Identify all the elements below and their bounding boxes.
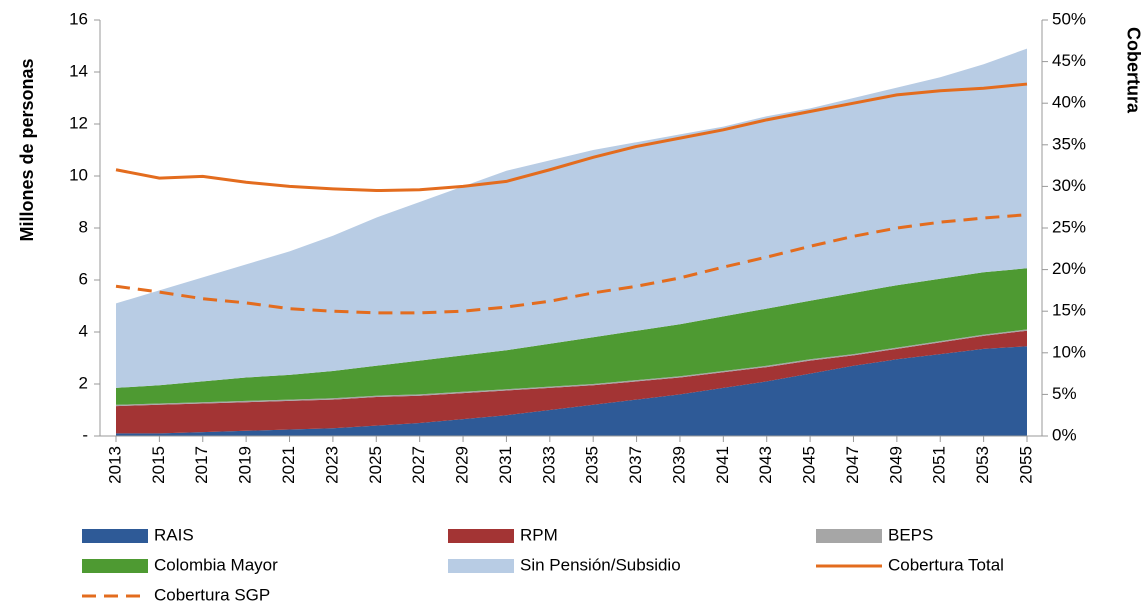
y2-tick-label: 50%: [1052, 9, 1086, 28]
legend-label: RAIS: [154, 525, 194, 544]
legend-swatch: [82, 529, 148, 543]
x-tick-label: 2023: [322, 446, 341, 484]
y-tick-label: 12: [69, 113, 88, 132]
x-tick-label: 2053: [973, 446, 992, 484]
legend-label: Cobertura Total: [888, 555, 1004, 574]
y-tick-label: 4: [79, 321, 88, 340]
x-tick-label: 2041: [713, 446, 732, 484]
legend-label: Cobertura SGP: [154, 585, 270, 604]
x-tick-label: 2051: [930, 446, 949, 484]
area: [116, 48, 1027, 388]
x-tick-label: 2043: [756, 446, 775, 484]
x-tick-label: 2033: [539, 446, 558, 484]
y-tick-label: 10: [69, 165, 88, 184]
x-tick-label: 2047: [843, 446, 862, 484]
y2-axis-title: Cobertura: [1123, 27, 1143, 114]
y2-tick-label: 30%: [1052, 176, 1086, 195]
x-tick-label: 2019: [236, 446, 255, 484]
y2-tick-label: 0%: [1052, 425, 1077, 444]
legend-swatch: [448, 559, 514, 573]
y2-tick-label: 10%: [1052, 342, 1086, 361]
y2-tick-label: 5%: [1052, 384, 1077, 403]
x-tick-label: 2049: [886, 446, 905, 484]
legend-swatch: [82, 559, 148, 573]
legend-label: RPM: [520, 525, 558, 544]
y2-tick-label: 15%: [1052, 301, 1086, 320]
x-tick-label: 2017: [192, 446, 211, 484]
legend-label: BEPS: [888, 525, 933, 544]
x-tick-label: 2031: [496, 446, 515, 484]
legend-swatch: [448, 529, 514, 543]
line: [115, 82, 1028, 193]
legend-label: Colombia Mayor: [154, 555, 278, 574]
y2-tick-label: 35%: [1052, 134, 1086, 153]
x-tick-label: 2021: [279, 446, 298, 484]
x-tick-label: 2027: [409, 446, 428, 484]
y2-tick-label: 20%: [1052, 259, 1086, 278]
x-tick-label: 2015: [149, 446, 168, 484]
y2-tick-label: 45%: [1052, 51, 1086, 70]
x-tick-label: 2013: [105, 446, 124, 484]
y-tick-label: 6: [79, 269, 88, 288]
area: [116, 346, 1027, 436]
x-tick-label: 2039: [669, 446, 688, 484]
y-tick-label: -: [82, 425, 88, 444]
area: [116, 330, 1027, 434]
legend-swatch: [816, 529, 882, 543]
y-tick-label: 14: [69, 61, 88, 80]
y-tick-label: 8: [79, 217, 88, 236]
x-tick-label: 2045: [800, 446, 819, 484]
y-tick-label: 2: [79, 373, 88, 392]
x-tick-label: 2029: [453, 446, 472, 484]
x-tick-label: 2055: [1016, 446, 1035, 484]
x-tick-label: 2037: [626, 446, 645, 484]
area: [116, 268, 1027, 405]
y-tick-label: 16: [69, 9, 88, 28]
y2-tick-label: 25%: [1052, 217, 1086, 236]
x-tick-label: 2025: [366, 446, 385, 484]
legend-label: Sin Pensión/Subsidio: [520, 555, 681, 574]
y2-tick-label: 40%: [1052, 93, 1086, 112]
x-tick-label: 2035: [583, 446, 602, 484]
y-axis-title: Millones de personas: [17, 58, 37, 241]
